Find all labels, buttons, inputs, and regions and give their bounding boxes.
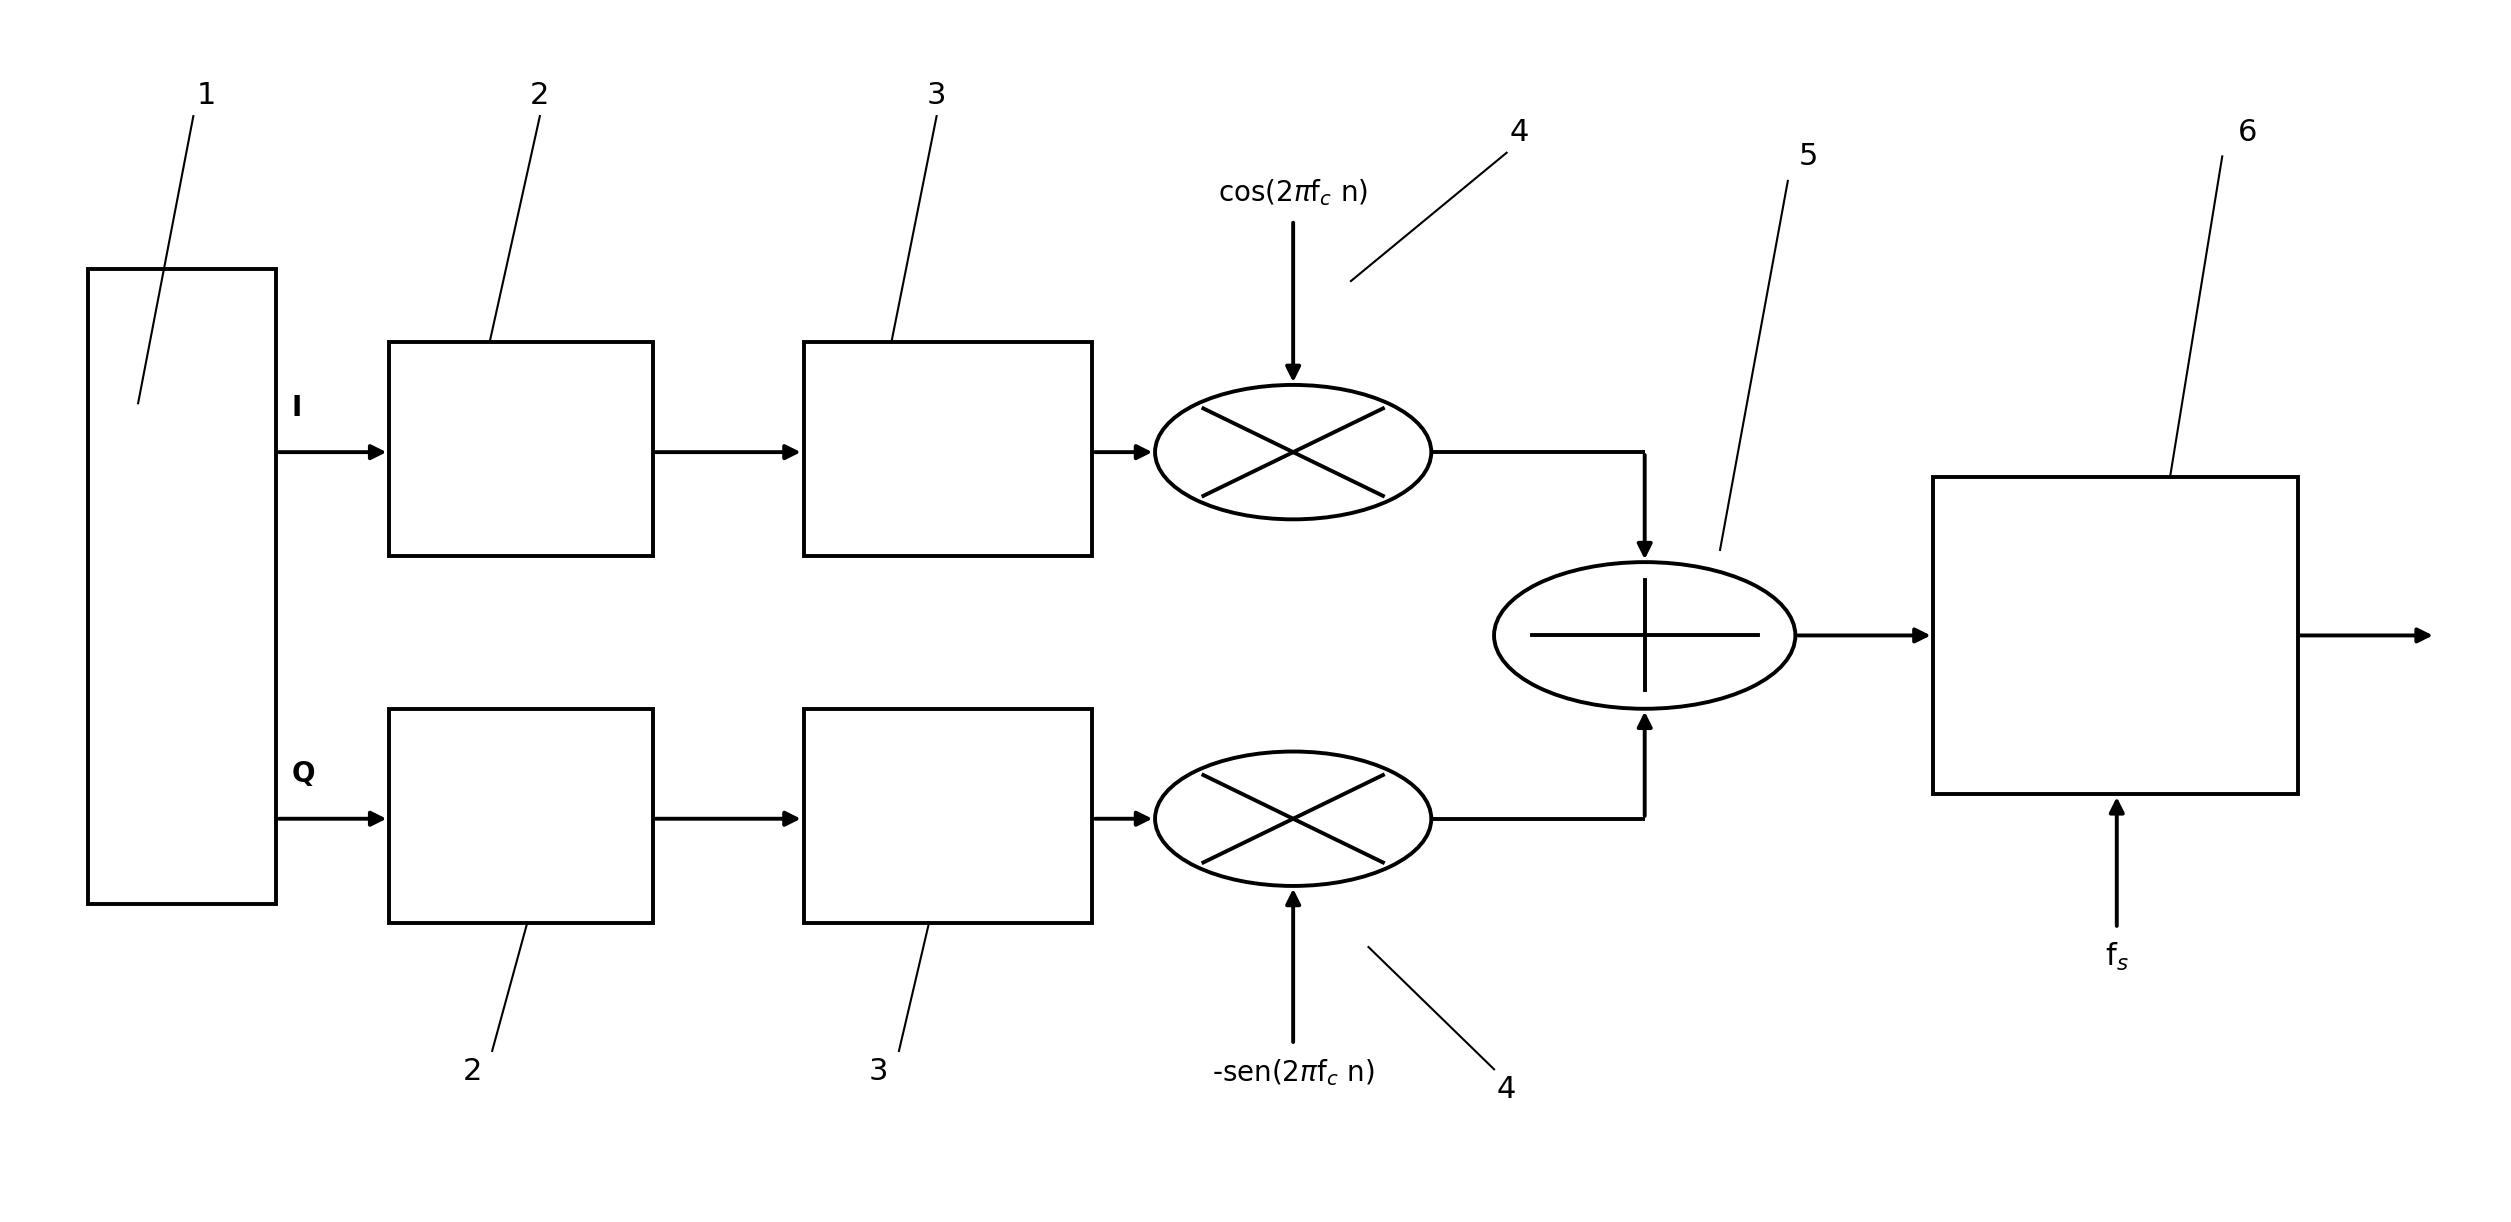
Bar bbox=[804, 709, 1092, 923]
Bar bbox=[389, 342, 653, 556]
Text: -sen(2$\pi$f$_c$ n): -sen(2$\pi$f$_c$ n) bbox=[1213, 1057, 1374, 1088]
Bar bbox=[389, 709, 653, 923]
Text: 2: 2 bbox=[530, 81, 550, 110]
Text: cos(2$\pi$f$_c$ n): cos(2$\pi$f$_c$ n) bbox=[1218, 177, 1368, 208]
Text: 3: 3 bbox=[869, 1057, 889, 1086]
Text: 4: 4 bbox=[1497, 1075, 1517, 1105]
Text: I: I bbox=[291, 393, 301, 422]
Text: 5: 5 bbox=[1798, 142, 1818, 171]
Text: 6: 6 bbox=[2237, 117, 2257, 147]
Text: 4: 4 bbox=[1509, 117, 1529, 147]
Bar bbox=[804, 342, 1092, 556]
Text: 3: 3 bbox=[927, 81, 947, 110]
Text: 2: 2 bbox=[462, 1057, 482, 1086]
Bar bbox=[88, 269, 276, 904]
Bar bbox=[1933, 477, 2298, 794]
Text: f$_s$: f$_s$ bbox=[2104, 941, 2129, 973]
Text: Q: Q bbox=[291, 760, 314, 788]
Text: 1: 1 bbox=[196, 81, 216, 110]
